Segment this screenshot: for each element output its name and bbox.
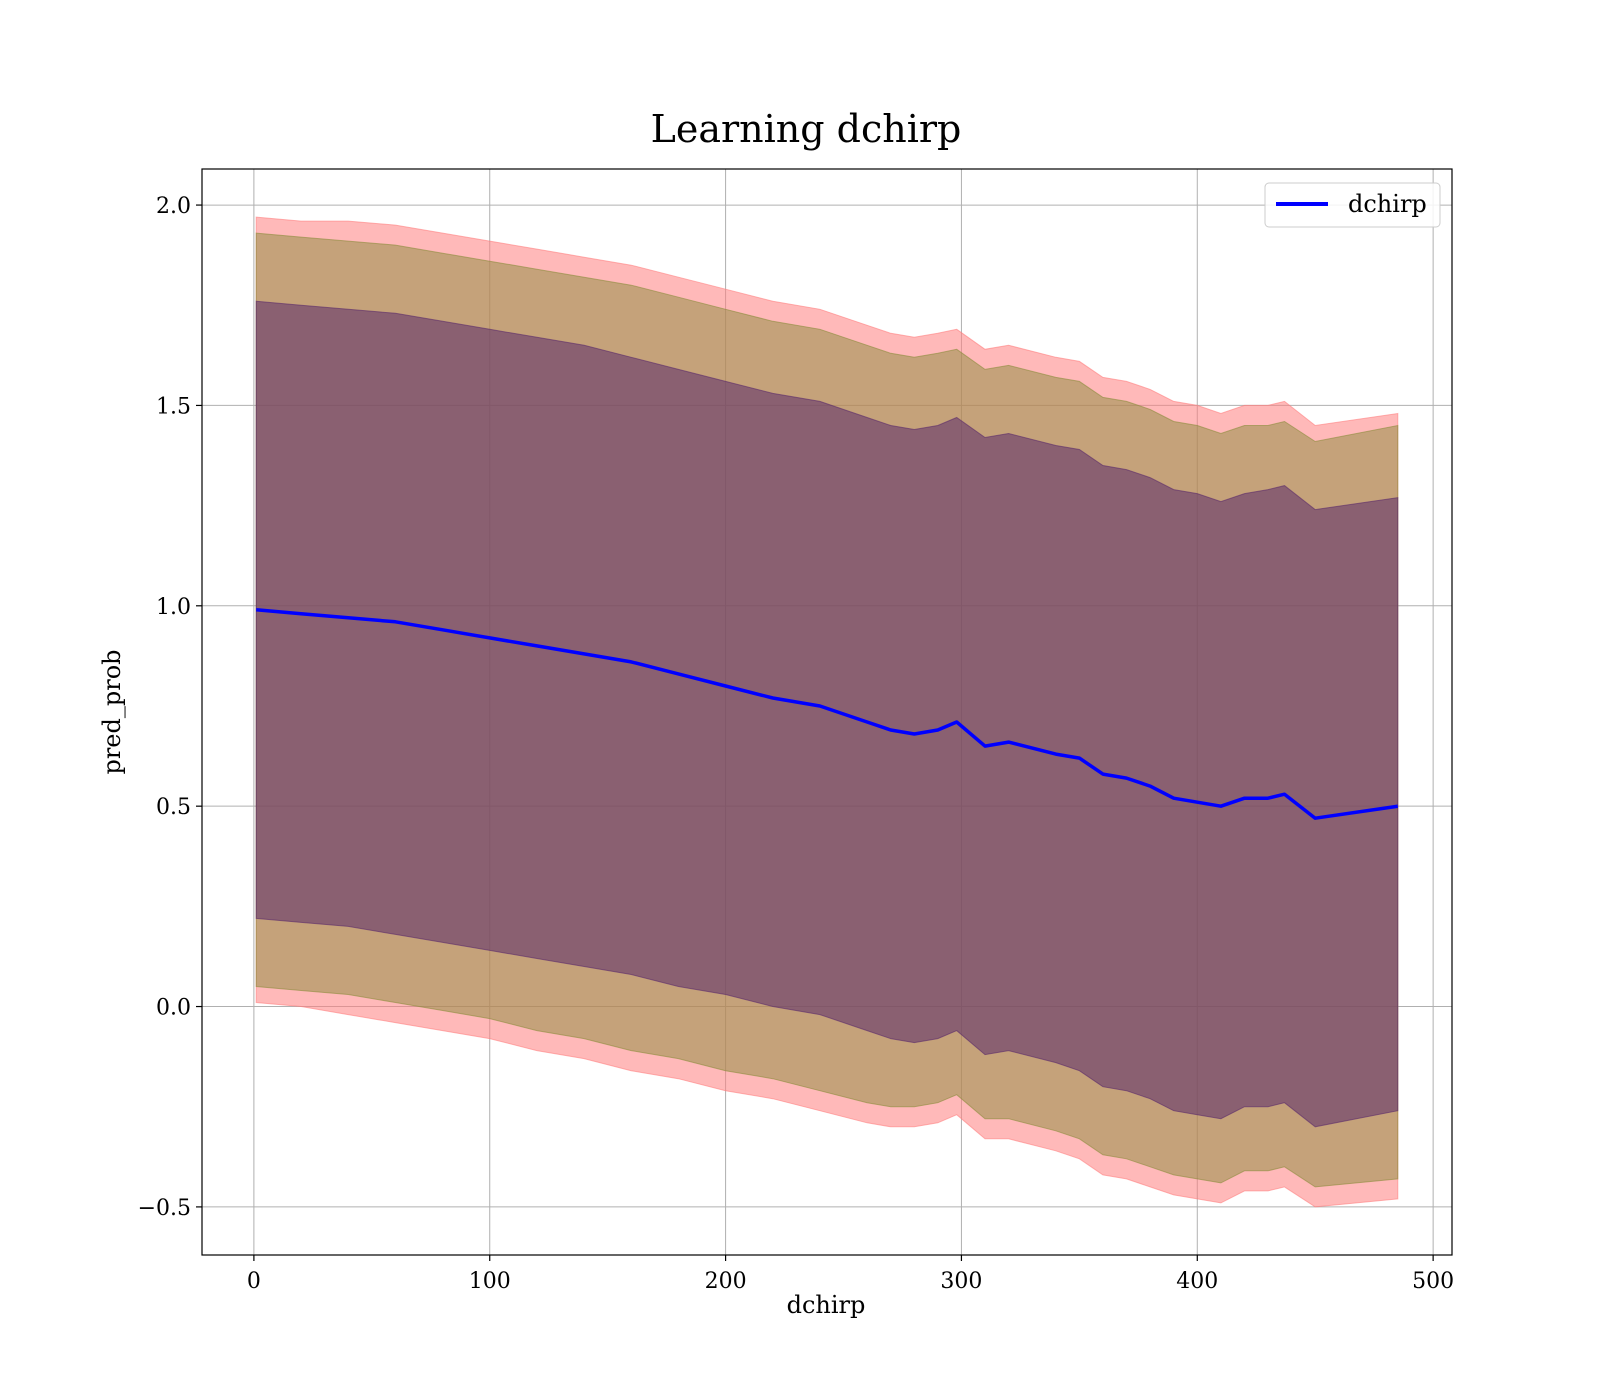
series-lines (256, 608, 1399, 820)
x-axis-label: dchirp (787, 1291, 866, 1319)
band-2 (255, 300, 1399, 1128)
y-tick-label: 2.0 (156, 194, 191, 219)
legend-box (1264, 182, 1441, 228)
y-tick-label: 1.5 (156, 394, 191, 419)
x-tick-label: 0 (247, 1269, 261, 1294)
x-tick-label: 200 (705, 1269, 747, 1294)
legend: dchirp (1264, 182, 1441, 228)
x-tick-label: 400 (1176, 1269, 1218, 1294)
y-axis-label: pred_prob (98, 649, 126, 774)
legend-label-dchirp: dchirp (1348, 190, 1427, 218)
axis-ticks: 0 100 200 300 400 500 −0.5 0.0 0.5 1.0 1.5 2.0 (138, 194, 1455, 1294)
plot-frame (201, 168, 1453, 1256)
confidence-bands (255, 216, 1399, 1208)
x-tick-label: 500 (1412, 1269, 1454, 1294)
y-tick-label: 0.5 (156, 795, 191, 820)
x-tick-label: 100 (469, 1269, 511, 1294)
x-tick-label: 300 (940, 1269, 982, 1294)
chart-title: Learning dchirp (651, 107, 962, 151)
y-tick-label: −0.5 (138, 1196, 191, 1221)
y-tick-label: 1.0 (156, 595, 191, 620)
series-line-dchirp (256, 608, 1399, 820)
y-tick-label: 0.0 (156, 996, 191, 1021)
